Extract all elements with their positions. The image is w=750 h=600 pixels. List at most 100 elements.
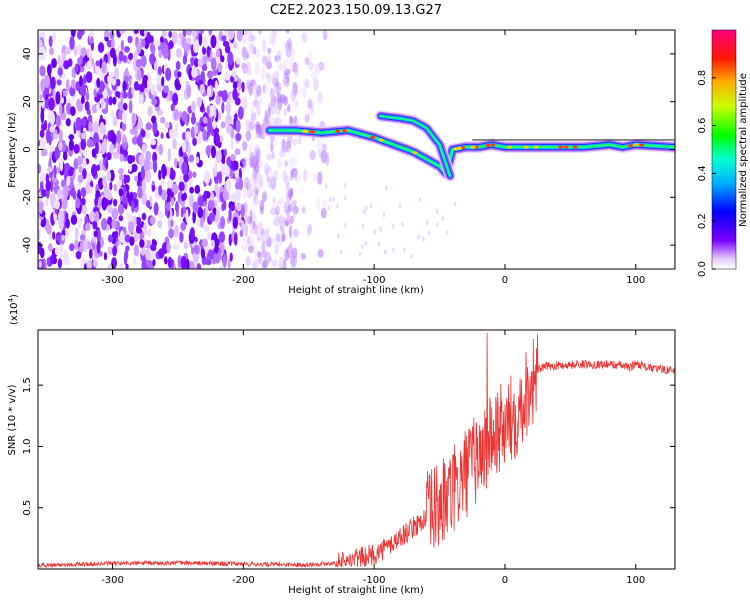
noise-blob xyxy=(272,84,277,95)
noise-blob xyxy=(290,88,296,103)
noise-blob xyxy=(254,148,261,160)
noise-blob xyxy=(150,216,156,225)
noise-blob xyxy=(171,31,178,44)
noise-blob xyxy=(262,84,266,94)
noise-blob xyxy=(210,34,217,49)
snr-frame xyxy=(37,329,676,570)
spectrogram-x-tick-label: -200 xyxy=(232,275,255,286)
noise-blob xyxy=(218,171,223,184)
noise-blob xyxy=(289,115,293,125)
snr-series-line xyxy=(38,332,675,569)
noise-blob xyxy=(131,112,136,127)
noise-blob xyxy=(146,77,152,90)
noise-blob xyxy=(88,121,93,132)
noise-blob xyxy=(382,212,386,218)
signal-peak xyxy=(412,151,418,155)
noise-blob xyxy=(249,142,254,154)
noise-blob xyxy=(128,99,133,114)
noise-blob xyxy=(234,189,242,202)
spectrogram-y-tick-label: -20 xyxy=(22,189,33,205)
noise-blob xyxy=(288,156,295,170)
noise-blob xyxy=(217,90,224,97)
noise-blob xyxy=(453,201,457,207)
noise-blob xyxy=(151,184,156,192)
noise-blob xyxy=(75,226,79,240)
noise-blob xyxy=(250,112,257,122)
noise-blob xyxy=(112,207,118,220)
noise-blob xyxy=(136,117,143,130)
noise-blob xyxy=(170,103,175,112)
noise-blob xyxy=(188,154,195,163)
noise-blob xyxy=(134,50,138,60)
noise-blob xyxy=(80,197,86,206)
noise-blob xyxy=(82,158,87,171)
noise-blob xyxy=(214,242,219,254)
noise-blob xyxy=(128,52,134,61)
noise-blob xyxy=(266,175,270,183)
noise-blob xyxy=(39,247,45,259)
noise-blob xyxy=(232,88,238,101)
noise-blob xyxy=(238,177,244,191)
noise-blob xyxy=(259,206,264,215)
noise-blob xyxy=(172,92,179,106)
signal-peak xyxy=(308,130,314,134)
noise-blob xyxy=(39,65,46,77)
noise-blob xyxy=(110,110,115,119)
noise-blob xyxy=(104,75,108,83)
noise-blob xyxy=(48,97,55,111)
noise-blob xyxy=(140,165,146,180)
noise-blob xyxy=(197,59,204,67)
noise-blob xyxy=(80,117,87,127)
noise-blob xyxy=(191,67,198,79)
noise-blob xyxy=(84,222,91,231)
noise-blob xyxy=(89,210,96,223)
noise-blob xyxy=(111,257,118,269)
noise-blob xyxy=(136,227,143,234)
noise-blob xyxy=(80,132,87,141)
noise-blob xyxy=(186,84,192,98)
noise-blob xyxy=(50,76,56,90)
noise-blob xyxy=(118,50,124,62)
noise-blob xyxy=(111,231,118,239)
noise-blob xyxy=(192,171,197,178)
noise-blob xyxy=(215,95,221,105)
noise-blob xyxy=(123,46,130,53)
noise-blob xyxy=(299,187,304,195)
snr-y-tick-label: 1.5 xyxy=(22,377,33,393)
noise-blob xyxy=(203,223,210,233)
noise-blob xyxy=(224,44,231,54)
noise-blob xyxy=(179,231,184,243)
noise-blob xyxy=(145,130,151,140)
noise-blob xyxy=(115,90,119,98)
noise-blob xyxy=(230,153,236,162)
noise-blob xyxy=(107,234,114,243)
noise-blob xyxy=(208,30,213,36)
noise-blob xyxy=(140,54,147,68)
noise-blob xyxy=(77,174,84,184)
noise-blob xyxy=(313,77,319,92)
noise-blob xyxy=(49,254,55,265)
noise-blob xyxy=(187,142,191,156)
noise-blob xyxy=(57,210,63,225)
noise-blob xyxy=(205,205,209,219)
noise-blob xyxy=(230,168,234,179)
noise-blob xyxy=(192,209,197,224)
noise-blob xyxy=(116,179,123,187)
noise-blob xyxy=(134,175,139,182)
noise-blob xyxy=(193,244,200,255)
noise-blob xyxy=(155,39,160,47)
noise-blob xyxy=(127,35,133,44)
noise-blob xyxy=(235,202,242,212)
noise-blob xyxy=(208,250,215,260)
noise-blob xyxy=(370,203,373,209)
noise-blob xyxy=(157,220,163,229)
noise-blob xyxy=(119,263,123,269)
noise-blob xyxy=(122,91,128,99)
noise-blob xyxy=(224,165,231,177)
noise-blob xyxy=(188,194,195,208)
noise-blob xyxy=(106,191,113,201)
noise-blob xyxy=(185,209,189,223)
noise-blob xyxy=(152,120,158,134)
noise-blob xyxy=(140,129,146,138)
noise-blob xyxy=(242,161,246,176)
